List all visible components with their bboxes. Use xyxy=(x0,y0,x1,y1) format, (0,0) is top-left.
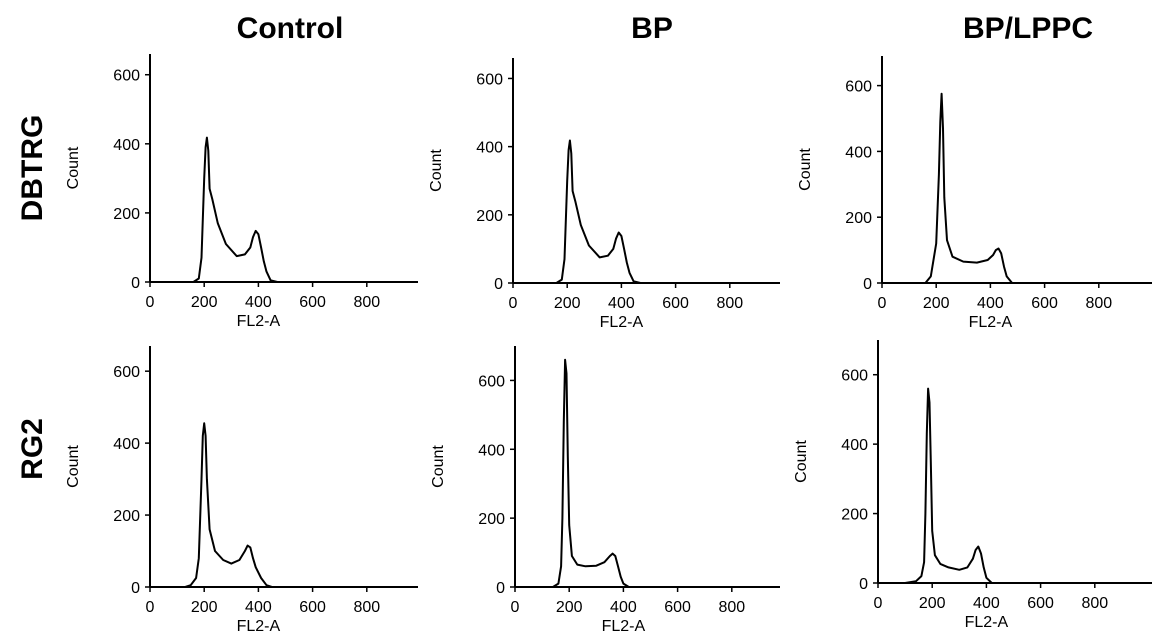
y-tick-label: 200 xyxy=(476,208,503,225)
y-tick-label: 400 xyxy=(845,144,872,161)
y-tick-label: 0 xyxy=(131,275,140,292)
panel-dbtrg-bp-lppc: 0 200 400 600 0 200 400 600 800 FL2-A Count xyxy=(797,56,1152,331)
x-tick-label: 800 xyxy=(1085,295,1112,312)
x-tick-label: 400 xyxy=(973,595,1000,612)
y-tick-label: 400 xyxy=(841,437,868,454)
x-tick-label: 800 xyxy=(716,295,743,312)
panel-rg2-bp-lppc: 0 200 400 600 0 200 400 600 800 FL2-A Count xyxy=(793,340,1152,631)
x-tick-label: 200 xyxy=(556,599,583,616)
x-tick-label: 0 xyxy=(511,599,520,616)
histogram-trace xyxy=(924,92,1140,284)
x-axis-label: FL2-A xyxy=(965,614,1009,631)
x-tick-label: 200 xyxy=(919,595,946,612)
y-axis-label: Count xyxy=(65,146,82,189)
y-tick-label: 600 xyxy=(841,368,868,385)
x-tick-label: 0 xyxy=(146,294,155,311)
y-axis-label: Count xyxy=(428,149,445,192)
y-tick-label: 600 xyxy=(113,364,140,381)
x-tick-label: 600 xyxy=(299,294,326,311)
x-tick-label: 800 xyxy=(353,599,380,616)
panel-dbtrg-control: 0 200 400 600 0 200 400 600 800 FL2-A Count xyxy=(65,54,418,330)
x-tick-label: 200 xyxy=(923,295,950,312)
panel-rg2-bp: 0 200 400 600 0 200 400 600 800 FL2-A Count xyxy=(430,346,780,635)
x-tick-label: 0 xyxy=(874,595,883,612)
y-tick-label: 200 xyxy=(113,508,140,525)
x-tick-label: 400 xyxy=(610,599,637,616)
histogram-panels: 0 200 400 600 0 200 400 600 800 FL2-A Count 0 200 400… xyxy=(65,54,1152,635)
y-axis-label: Count xyxy=(65,445,82,488)
histogram-trace xyxy=(555,139,771,284)
y-axis-label: Count xyxy=(793,440,810,483)
x-tick-label: 0 xyxy=(146,599,155,616)
x-tick-label: 600 xyxy=(1031,295,1058,312)
y-tick-label: 0 xyxy=(496,580,505,597)
histogram-trace xyxy=(552,358,773,588)
histogram-trace xyxy=(184,422,408,588)
x-tick-label: 800 xyxy=(718,599,745,616)
x-axis-label: FL2-A xyxy=(969,314,1013,331)
panel-rg2-control: 0 200 400 600 0 200 400 600 800 FL2-A Count xyxy=(65,346,418,635)
y-axis-label: Count xyxy=(430,445,447,488)
x-tick-label: 400 xyxy=(977,295,1004,312)
x-tick-label: 400 xyxy=(245,599,272,616)
x-axis-label: FL2-A xyxy=(600,314,644,331)
x-axis-label: FL2-A xyxy=(602,618,646,635)
x-tick-label: 0 xyxy=(509,295,518,312)
column-title-control: Control xyxy=(237,12,344,45)
x-tick-label: 600 xyxy=(299,599,326,616)
row-title-dbtrg: DBTRG xyxy=(16,115,49,222)
y-tick-label: 200 xyxy=(478,511,505,528)
y-axis-label: Count xyxy=(797,148,814,191)
column-title-bp-lppc: BP/LPPC xyxy=(963,12,1093,45)
y-tick-label: 400 xyxy=(113,137,140,154)
y-tick-label: 0 xyxy=(494,276,503,293)
y-tick-label: 200 xyxy=(841,507,868,524)
x-tick-label: 600 xyxy=(664,599,691,616)
y-tick-label: 200 xyxy=(845,210,872,227)
row-title-rg2: RG2 xyxy=(16,418,49,480)
y-tick-label: 400 xyxy=(476,140,503,157)
y-tick-label: 0 xyxy=(863,276,872,293)
x-tick-label: 600 xyxy=(1027,595,1054,612)
y-tick-label: 0 xyxy=(131,580,140,597)
x-tick-label: 200 xyxy=(191,599,218,616)
y-tick-label: 600 xyxy=(476,71,503,88)
y-tick-label: 600 xyxy=(845,79,872,96)
histogram-trace xyxy=(192,136,408,283)
x-axis-label: FL2-A xyxy=(237,313,281,330)
y-tick-label: 400 xyxy=(478,442,505,459)
y-tick-label: 600 xyxy=(113,68,140,85)
x-tick-label: 0 xyxy=(878,295,887,312)
panel-dbtrg-bp: 0 200 400 600 0 200 400 600 800 FL2-A Count xyxy=(428,58,780,331)
y-tick-label: 200 xyxy=(113,206,140,223)
y-tick-label: 0 xyxy=(859,576,868,593)
column-title-bp: BP xyxy=(631,12,673,45)
x-tick-label: 400 xyxy=(608,295,635,312)
x-tick-label: 600 xyxy=(662,295,689,312)
histogram-trace xyxy=(904,387,1136,584)
x-axis-label: FL2-A xyxy=(237,618,281,635)
x-tick-label: 800 xyxy=(353,294,380,311)
y-tick-label: 600 xyxy=(478,373,505,390)
x-tick-label: 400 xyxy=(245,294,272,311)
y-tick-label: 400 xyxy=(113,436,140,453)
x-tick-label: 800 xyxy=(1081,595,1108,612)
x-tick-label: 200 xyxy=(191,294,218,311)
x-tick-label: 200 xyxy=(554,295,581,312)
